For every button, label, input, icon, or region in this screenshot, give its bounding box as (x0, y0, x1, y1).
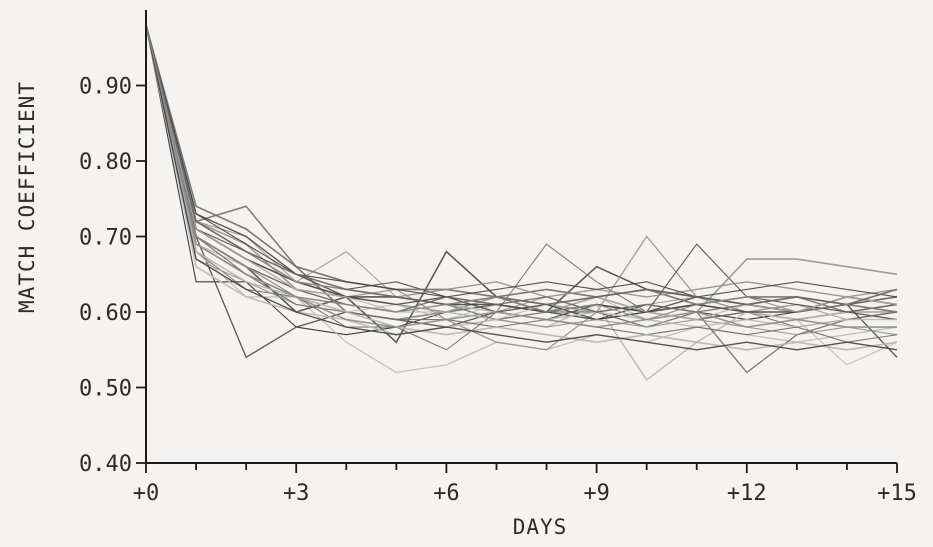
series-line-26 (145, 24, 898, 351)
series-line-24 (145, 24, 897, 328)
x-axis-title: DAYS (513, 515, 568, 539)
series-line-22 (145, 24, 898, 298)
series-line-12 (145, 24, 898, 313)
series-line-10 (145, 24, 898, 321)
x-tick-label: +12 (727, 481, 767, 506)
series-line-4 (145, 24, 898, 321)
tick-labels-layer: 0.40 0.50 0.60 0.70 0.80 0.90 +0 +3 +6 +9 +12 +15 (79, 75, 917, 507)
series-line-28 (145, 24, 898, 321)
y-tick-label: 0.60 (79, 301, 132, 326)
y-tick-label: 0.50 (79, 377, 132, 402)
y-tick-label: 0.70 (79, 226, 132, 251)
series-line-11 (145, 24, 898, 374)
y-tick-label: 0.40 (79, 452, 132, 477)
series-line-18 (145, 24, 898, 313)
axes-layer (145, 10, 897, 464)
x-tick-label: +6 (433, 481, 460, 506)
x-tick-label: +15 (877, 481, 917, 506)
y-tick-label: 0.80 (79, 150, 132, 175)
series-line-15 (145, 24, 898, 306)
series-line-1 (145, 24, 898, 336)
series-line-16 (145, 24, 898, 336)
series-line-3 (145, 24, 897, 321)
series-line-5 (145, 24, 898, 374)
series-layer (145, 24, 898, 382)
series-line-27 (145, 24, 898, 306)
x-tick-label: +3 (283, 481, 310, 506)
y-tick-label: 0.90 (79, 75, 132, 100)
series-line-9 (145, 24, 897, 382)
y-axis-title: MATCH COEFFICIENT (15, 81, 39, 313)
x-tick-label: +9 (583, 481, 610, 506)
series-line-25 (145, 24, 898, 321)
x-tick-label: +0 (133, 481, 160, 506)
ticks-layer (136, 84, 898, 473)
series-line-23 (145, 24, 898, 313)
